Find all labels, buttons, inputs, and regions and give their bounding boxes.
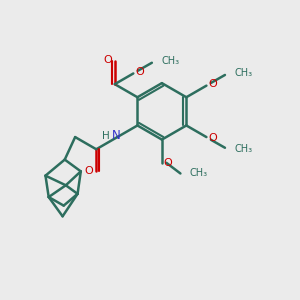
Text: CH₃: CH₃ — [235, 68, 253, 79]
Text: O: O — [103, 56, 112, 65]
Text: CH₃: CH₃ — [161, 56, 179, 66]
Text: O: O — [208, 80, 217, 89]
Text: H: H — [102, 131, 110, 141]
Text: O: O — [85, 166, 94, 176]
Text: CH₃: CH₃ — [190, 169, 208, 178]
Text: O: O — [164, 158, 172, 168]
Text: CH₃: CH₃ — [235, 144, 253, 154]
Text: O: O — [136, 67, 144, 77]
Text: N: N — [112, 129, 120, 142]
Text: O: O — [208, 133, 217, 143]
